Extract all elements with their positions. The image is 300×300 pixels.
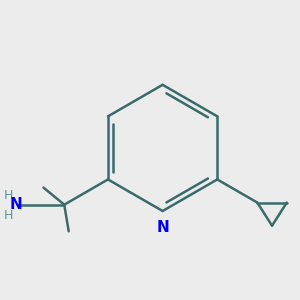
Text: H: H (4, 189, 14, 202)
Text: N: N (156, 220, 169, 235)
Text: H: H (4, 209, 14, 222)
Text: N: N (10, 197, 22, 212)
